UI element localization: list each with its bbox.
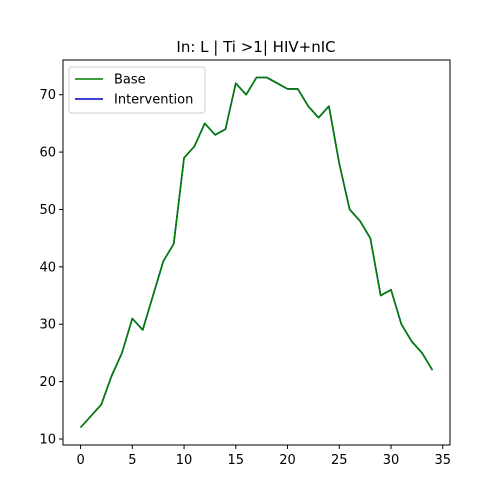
y-tick-label: 40 [39, 260, 56, 275]
series-line-intervention [79, 76, 434, 429]
series-line-base [79, 76, 434, 429]
x-tick-label: 20 [279, 453, 296, 468]
y-tick-label: 50 [39, 203, 56, 218]
chart-title: In: L | Ti >1| HIV+nIC [176, 38, 335, 56]
y-tick-label: 10 [39, 432, 56, 447]
y-tick-label: 60 [39, 146, 56, 161]
x-tick-label: 30 [383, 453, 400, 468]
y-tick-label: 70 [39, 88, 56, 103]
y-tick-label: 30 [39, 318, 56, 333]
y-tick-label: 20 [39, 375, 56, 390]
x-tick-label: 35 [434, 453, 451, 468]
x-tick-label: 25 [331, 453, 348, 468]
plot-area [79, 76, 434, 429]
x-tick-label: 0 [76, 453, 84, 468]
x-tick-label: 15 [228, 453, 245, 468]
axis-ticks: 0 5 10 15 20 25 30 35 10 20 30 40 50 60 70 [39, 88, 451, 468]
legend: Base Intervention [68, 66, 206, 114]
x-tick-label: 10 [176, 453, 193, 468]
legend-label-base: Base [114, 73, 146, 88]
legend-label-intervention: Intervention [114, 93, 193, 108]
axes-frame [62, 59, 451, 446]
x-tick-label: 5 [128, 453, 136, 468]
